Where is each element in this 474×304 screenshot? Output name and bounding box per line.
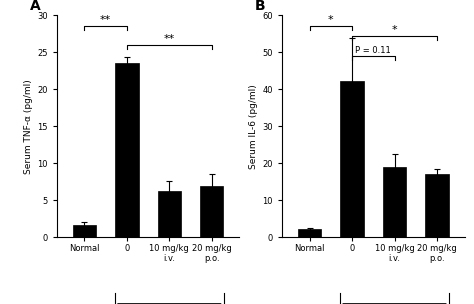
Bar	[340, 81, 364, 237]
Text: A: A	[29, 0, 40, 13]
Y-axis label: Serum TNF-α (pg/ml): Serum TNF-α (pg/ml)	[24, 79, 33, 174]
Text: P = 0.11: P = 0.11	[356, 46, 391, 55]
Bar	[425, 174, 448, 237]
Y-axis label: Serum IL-6 (pg/ml): Serum IL-6 (pg/ml)	[249, 84, 258, 168]
Text: *: *	[392, 25, 397, 35]
Text: **: **	[164, 34, 175, 44]
Bar	[73, 225, 96, 237]
Text: B: B	[255, 0, 265, 13]
Bar	[115, 63, 138, 237]
Bar	[158, 191, 181, 237]
Bar	[298, 229, 321, 237]
Text: **: **	[100, 16, 111, 26]
Bar	[383, 167, 406, 237]
Text: *: *	[328, 16, 334, 26]
Bar	[200, 186, 223, 237]
